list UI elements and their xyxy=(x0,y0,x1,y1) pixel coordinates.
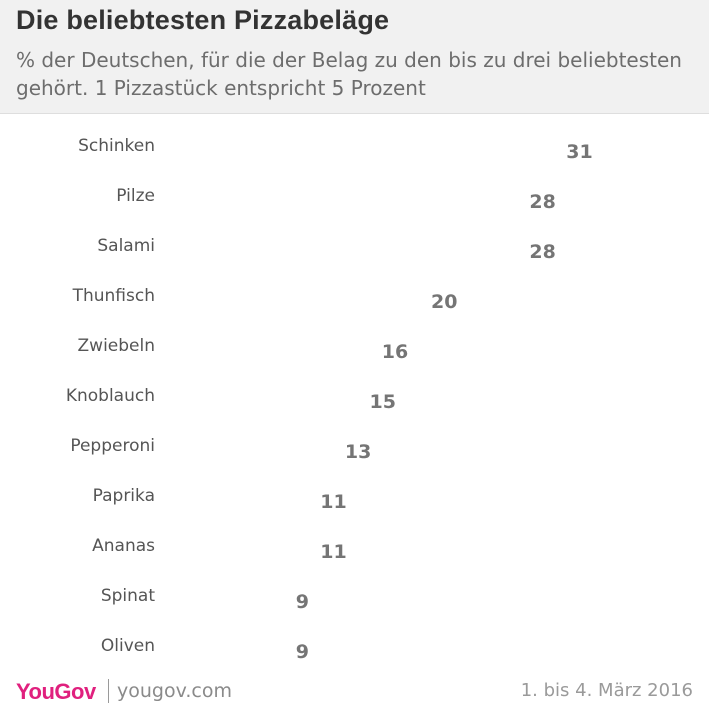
pizza-slice-icon xyxy=(237,327,296,363)
survey-date: 1. bis 4. März 2016 xyxy=(520,680,693,701)
chart-row: Schinken 31 xyxy=(78,127,593,163)
value-label: 9 xyxy=(296,641,309,663)
category-label: Pepperoni xyxy=(70,436,155,456)
chart-row: Oliven 9 xyxy=(101,627,309,663)
category-label: Zwiebeln xyxy=(78,336,155,356)
chart-row: Ananas 11 xyxy=(92,527,347,563)
category-label: Schinken xyxy=(78,136,155,156)
pizza-slice-icon xyxy=(176,577,234,613)
pictogram-chart: Schinken 31 Pilze 28 Salami 28 Thunfisch 20 Zwie… xyxy=(66,127,593,663)
chart-row: Salami 28 xyxy=(97,227,556,263)
chart-row: Pilze 28 xyxy=(116,177,556,213)
pizza-slice-icon xyxy=(176,127,234,163)
pizza-slice-icon xyxy=(483,127,542,163)
pizza-slice-icon xyxy=(299,377,357,413)
pizza-slice-icon xyxy=(176,327,234,363)
category-label: Oliven xyxy=(101,636,155,656)
pizza-slice-icon xyxy=(360,127,419,163)
pizza-slice-icon xyxy=(360,227,419,263)
category-label: Paprika xyxy=(93,486,155,506)
pizza-slice-icon xyxy=(176,277,234,313)
pizza-slice-icon xyxy=(299,177,357,213)
pizza-slice-icon xyxy=(299,127,357,163)
pizza-slice-icon xyxy=(360,177,419,213)
pizza-slice-icon xyxy=(299,277,357,313)
value-label: 20 xyxy=(431,291,457,313)
pizza-slice-icon xyxy=(299,327,357,363)
pizza-slice-icon xyxy=(299,227,357,263)
chart-row: Pepperoni 13 xyxy=(70,427,371,463)
pizza-slice-icon xyxy=(176,527,234,563)
chart-title: Die beliebtesten Pizzabeläge xyxy=(16,5,390,35)
pizza-slice-icon xyxy=(237,177,296,213)
footer-divider xyxy=(108,679,109,703)
value-label: 31 xyxy=(566,141,592,163)
chart-footer: YouGov yougov.com 1. bis 4. März 2016 xyxy=(0,675,709,720)
pizza-slice-icon xyxy=(176,177,234,213)
chart-subtitle: % der Deutschen, für die der Belag zu de… xyxy=(16,48,682,100)
value-label: 28 xyxy=(529,241,555,263)
pizza-slice-icon xyxy=(237,227,296,263)
category-label: Pilze xyxy=(116,186,155,206)
category-label: Thunfisch xyxy=(72,286,155,306)
chart-header: Die beliebtesten Pizzabeläge % der Deuts… xyxy=(0,0,709,114)
category-label: Salami xyxy=(97,236,155,256)
value-label: 13 xyxy=(345,441,371,463)
pizza-slice-icon xyxy=(360,277,419,313)
category-label: Knoblauch xyxy=(66,386,155,406)
pizza-slice-partial-icon xyxy=(237,627,286,663)
chart-row: Paprika 11 xyxy=(93,477,347,513)
source-site: yougov.com xyxy=(117,680,232,702)
pizza-slice-icon xyxy=(237,427,296,463)
yougov-logo: YouGov xyxy=(16,679,96,704)
pizza-slice-icon xyxy=(176,427,234,463)
chart-row: Spinat 9 xyxy=(101,577,309,613)
pizza-slice-icon xyxy=(176,377,234,413)
pizza-slice-icon xyxy=(176,477,234,513)
pizza-slice-partial-icon xyxy=(237,577,286,613)
pizza-slice-icon xyxy=(422,177,480,213)
pizza-slice-icon xyxy=(176,627,234,663)
pizza-slice-icon xyxy=(422,127,480,163)
category-label: Ananas xyxy=(92,536,155,556)
chart-row: Zwiebeln 16 xyxy=(78,327,408,363)
pizza-slice-icon xyxy=(237,527,296,563)
pizza-slice-icon xyxy=(422,227,480,263)
chart-row: Thunfisch 20 xyxy=(72,277,457,313)
value-label: 15 xyxy=(370,391,396,413)
pizza-slice-icon xyxy=(176,227,234,263)
value-label: 11 xyxy=(320,541,346,563)
value-label: 16 xyxy=(382,341,408,363)
value-label: 9 xyxy=(296,591,309,613)
chart-row: Knoblauch 15 xyxy=(66,377,396,413)
pizza-slice-icon xyxy=(237,127,296,163)
pizza-slice-icon xyxy=(237,377,296,413)
value-label: 28 xyxy=(529,191,555,213)
pizza-slice-icon xyxy=(237,477,296,513)
value-label: 11 xyxy=(320,491,346,513)
category-label: Spinat xyxy=(101,586,155,606)
pizza-slice-icon xyxy=(237,277,296,313)
